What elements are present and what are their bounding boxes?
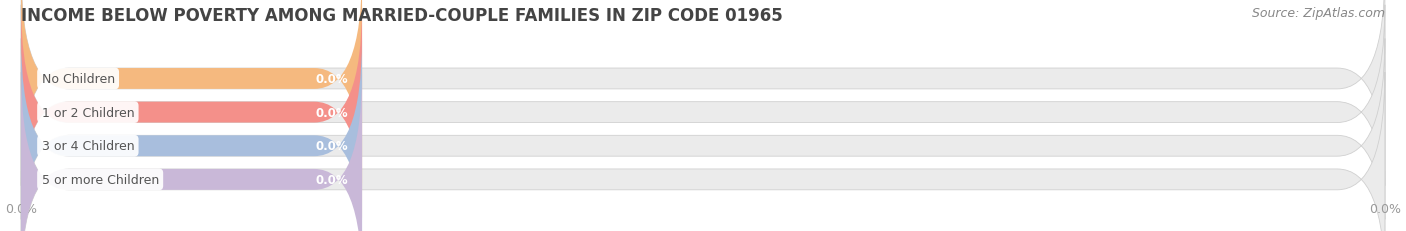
Text: No Children: No Children — [42, 73, 115, 86]
Text: Source: ZipAtlas.com: Source: ZipAtlas.com — [1251, 7, 1385, 20]
Text: 0.0%: 0.0% — [316, 173, 349, 186]
FancyBboxPatch shape — [21, 0, 1385, 186]
Text: 0.0%: 0.0% — [316, 73, 349, 86]
FancyBboxPatch shape — [21, 73, 363, 231]
FancyBboxPatch shape — [21, 73, 1385, 231]
FancyBboxPatch shape — [21, 6, 1385, 219]
Text: 1 or 2 Children: 1 or 2 Children — [42, 106, 134, 119]
FancyBboxPatch shape — [21, 0, 363, 186]
Text: 5 or more Children: 5 or more Children — [42, 173, 159, 186]
FancyBboxPatch shape — [21, 39, 363, 231]
FancyBboxPatch shape — [21, 6, 363, 219]
FancyBboxPatch shape — [21, 39, 1385, 231]
Text: INCOME BELOW POVERTY AMONG MARRIED-COUPLE FAMILIES IN ZIP CODE 01965: INCOME BELOW POVERTY AMONG MARRIED-COUPL… — [21, 7, 783, 25]
Text: 0.0%: 0.0% — [316, 140, 349, 153]
Text: 3 or 4 Children: 3 or 4 Children — [42, 140, 134, 153]
Text: 0.0%: 0.0% — [316, 106, 349, 119]
